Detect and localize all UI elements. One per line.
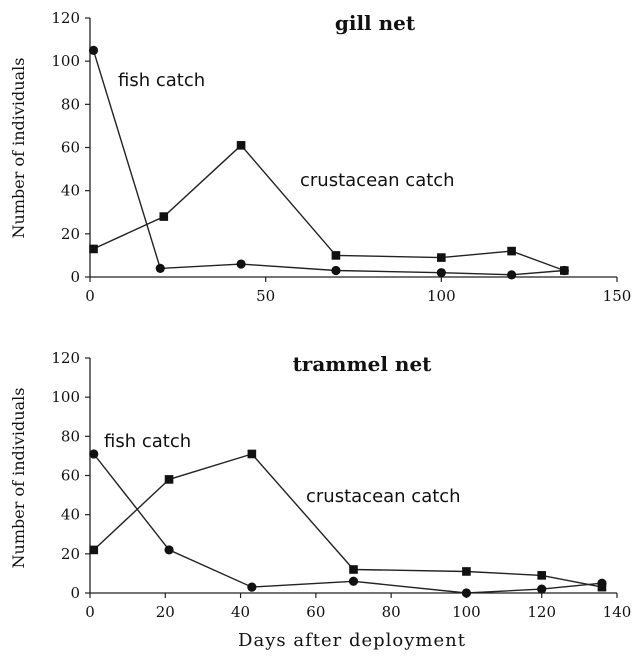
- data-point-fish-catch: [331, 266, 340, 275]
- x-tick-label: 100: [427, 287, 456, 305]
- data-point-crustacean-catch: [507, 247, 516, 256]
- x-tick-label: 100: [452, 603, 481, 621]
- data-point-fish-catch: [437, 268, 446, 277]
- data-point-fish-catch: [89, 46, 98, 55]
- data-point-fish-catch: [507, 270, 516, 279]
- data-point-crustacean-catch: [437, 253, 446, 262]
- data-point-crustacean-catch: [159, 212, 168, 221]
- y-tick-label: 40: [61, 182, 80, 200]
- data-point-crustacean-catch: [89, 245, 98, 254]
- x-tick-label: 120: [527, 603, 556, 621]
- y-tick-label: 120: [51, 9, 80, 27]
- x-axis-label: Days after deployment: [238, 630, 466, 651]
- data-point-fish-catch: [462, 588, 471, 597]
- data-point-crustacean-catch: [248, 450, 257, 459]
- x-tick-label: 140: [603, 603, 632, 621]
- data-point-crustacean-catch: [537, 571, 546, 580]
- y-tick-label: 60: [61, 467, 80, 485]
- series-line-crustacean-catch: [94, 454, 602, 587]
- data-point-crustacean-catch: [349, 565, 358, 574]
- data-point-fish-catch: [156, 264, 165, 273]
- data-point-crustacean-catch: [237, 141, 246, 150]
- x-tick-label: 150: [603, 287, 632, 305]
- y-tick-label: 20: [61, 545, 80, 563]
- y-axis-label: Number of individuals: [9, 58, 28, 239]
- data-point-fish-catch: [537, 584, 546, 593]
- y-axis-label: Number of individuals: [9, 388, 28, 569]
- x-tick-label: 80: [382, 603, 401, 621]
- data-point-fish-catch: [349, 577, 358, 586]
- data-point-crustacean-catch: [165, 475, 174, 484]
- series-line-fish-catch: [94, 454, 602, 593]
- data-point-crustacean-catch: [560, 266, 569, 275]
- x-tick-label: 20: [156, 603, 175, 621]
- data-point-fish-catch: [164, 545, 173, 554]
- data-point-crustacean-catch: [332, 251, 341, 260]
- y-tick-label: 80: [61, 95, 80, 113]
- x-tick-label: 50: [256, 287, 275, 305]
- y-tick-label: 100: [51, 52, 80, 70]
- data-point-fish-catch: [236, 259, 245, 268]
- series-label-fish-catch: fish catch: [118, 70, 205, 91]
- y-tick-label: 60: [61, 139, 80, 157]
- x-tick-label: 60: [306, 603, 325, 621]
- chart-gill-net: Number of individuals gill net fish catc…: [9, 9, 631, 305]
- chart-title: trammel net: [293, 352, 433, 376]
- y-tick-label: 120: [51, 349, 80, 367]
- data-point-crustacean-catch: [89, 546, 98, 555]
- y-tick-label: 40: [61, 506, 80, 524]
- chart-trammel-net: Number of individuals trammel net fish c…: [9, 349, 631, 651]
- y-tick-label: 0: [70, 584, 80, 602]
- series-label-fish-catch: fish catch: [104, 431, 191, 452]
- x-tick-label: 0: [85, 603, 95, 621]
- x-tick-label: 0: [85, 287, 95, 305]
- x-tick-label: 40: [231, 603, 250, 621]
- series-label-crustacean-catch: crustacean catch: [300, 170, 455, 191]
- y-tick-label: 80: [61, 427, 80, 445]
- chart-title: gill net: [335, 11, 416, 35]
- series-label-crustacean-catch: crustacean catch: [306, 486, 461, 507]
- y-tick-label: 20: [61, 225, 80, 243]
- data-point-fish-catch: [89, 449, 98, 458]
- data-point-crustacean-catch: [462, 567, 471, 576]
- y-tick-label: 100: [51, 388, 80, 406]
- y-tick-label: 0: [70, 268, 80, 286]
- data-point-fish-catch: [247, 583, 256, 592]
- data-point-crustacean-catch: [598, 583, 607, 592]
- series-line-crustacean-catch: [94, 145, 565, 270]
